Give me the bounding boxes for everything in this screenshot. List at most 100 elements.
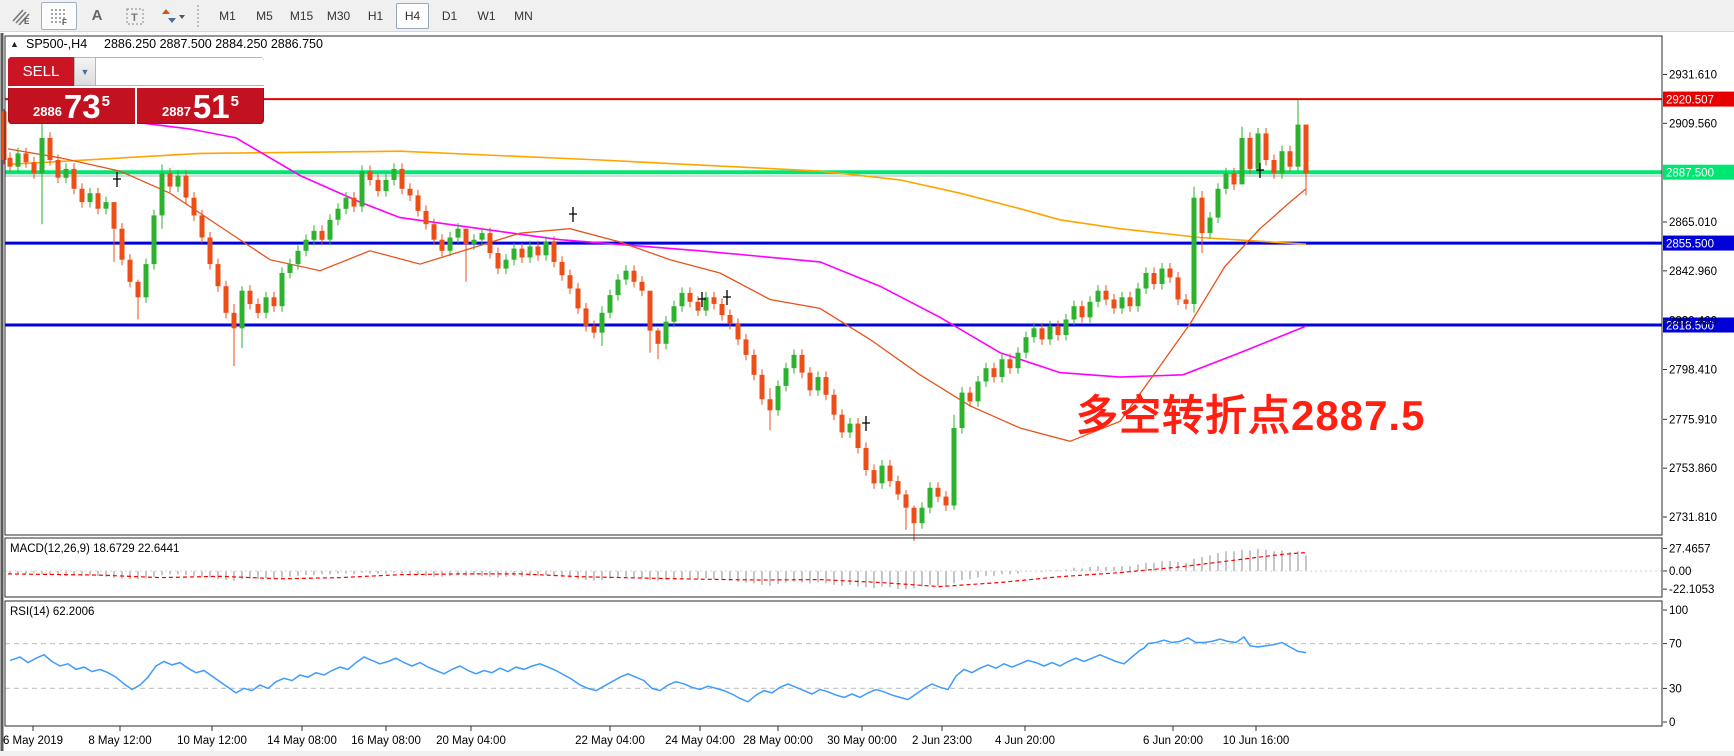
arrows-icon[interactable] bbox=[155, 2, 191, 30]
timeframe-h4[interactable]: H4 bbox=[396, 2, 429, 29]
sell-button[interactable]: SELL bbox=[8, 57, 74, 86]
timeframe-m5[interactable]: M5 bbox=[256, 8, 273, 23]
price-tag-label: 2855.500 bbox=[1666, 239, 1714, 251]
timeframe-d1[interactable]: D1 bbox=[441, 8, 458, 23]
candle bbox=[839, 414, 845, 433]
timeframe-m15[interactable]: M15 bbox=[289, 8, 314, 23]
candle bbox=[959, 392, 965, 428]
candle bbox=[399, 168, 405, 189]
sell-price-small: 2886 bbox=[33, 104, 62, 119]
main-plot-border bbox=[4, 35, 1663, 536]
timeframe-mn[interactable]: MN bbox=[514, 8, 533, 23]
rsi-line bbox=[9, 635, 1307, 703]
sell-price[interactable]: 2886 73 5 bbox=[8, 88, 137, 124]
candle bbox=[663, 321, 669, 344]
candle bbox=[1167, 268, 1173, 278]
timeframe-w1[interactable]: W1 bbox=[477, 8, 496, 23]
price-tag[interactable] bbox=[1663, 91, 1734, 107]
candle bbox=[1247, 137, 1253, 169]
candle bbox=[407, 188, 413, 196]
price-tag[interactable] bbox=[1663, 317, 1734, 333]
candle bbox=[1119, 297, 1125, 309]
doji-marker bbox=[862, 416, 870, 431]
candle bbox=[239, 290, 245, 329]
collapse-icon[interactable]: ▲ bbox=[10, 39, 19, 49]
one-click-trade-panel: SELL ▼ ▲ BUY 2886 73 5 2887 51 5 bbox=[8, 57, 264, 124]
candle bbox=[1151, 273, 1157, 285]
candle bbox=[783, 368, 789, 386]
y-axis-label: 2865.010 bbox=[1669, 217, 1717, 229]
rsi-axis-label: 100 bbox=[1669, 605, 1688, 617]
candle bbox=[823, 377, 829, 395]
candle bbox=[1039, 328, 1045, 340]
candle bbox=[791, 354, 797, 369]
text-icon[interactable]: A bbox=[79, 2, 115, 30]
candle bbox=[151, 215, 157, 265]
candle bbox=[135, 281, 141, 298]
candle bbox=[727, 315, 733, 324]
price-tag[interactable] bbox=[1663, 164, 1734, 180]
timeframe-m1[interactable]: M1 bbox=[219, 8, 236, 23]
candle bbox=[887, 465, 893, 482]
candle bbox=[287, 264, 293, 273]
volume-down-button[interactable]: ▼ bbox=[74, 57, 96, 86]
candle bbox=[1271, 160, 1277, 174]
price-tag-label: 2887.500 bbox=[1666, 168, 1714, 180]
y-axis-label: 2909.560 bbox=[1669, 118, 1717, 130]
buy-price[interactable]: 2887 51 5 bbox=[137, 88, 264, 124]
candle bbox=[1103, 290, 1109, 300]
draw-channel-icon[interactable]: E bbox=[3, 2, 39, 30]
buy-price-small: 2887 bbox=[162, 104, 191, 119]
volume-input[interactable] bbox=[96, 57, 264, 86]
candle bbox=[855, 423, 861, 448]
candle bbox=[335, 208, 341, 220]
candle bbox=[351, 197, 357, 207]
candle bbox=[535, 246, 541, 256]
timeframe-h1[interactable]: H1 bbox=[367, 8, 384, 23]
candle bbox=[607, 295, 613, 313]
textbox-icon[interactable]: T bbox=[117, 2, 153, 30]
buy-price-sup: 5 bbox=[230, 93, 239, 110]
candle bbox=[1287, 151, 1293, 167]
candle bbox=[599, 312, 605, 333]
candle bbox=[975, 381, 981, 402]
candle bbox=[743, 339, 749, 355]
candle bbox=[671, 306, 677, 322]
timeframe-m30[interactable]: M30 bbox=[326, 8, 351, 23]
candle bbox=[567, 275, 573, 289]
macd-axis-label: 0.00 bbox=[1669, 566, 1691, 578]
candle bbox=[519, 248, 525, 258]
candle bbox=[183, 175, 189, 198]
y-axis-label: 2931.610 bbox=[1669, 70, 1717, 82]
y-axis-label: 2798.410 bbox=[1669, 364, 1717, 376]
ma-red-line bbox=[7, 148, 1307, 442]
candle bbox=[79, 188, 85, 203]
rsi-panel-border bbox=[4, 600, 1663, 727]
candle bbox=[1279, 151, 1285, 174]
candle bbox=[719, 304, 725, 316]
candle bbox=[591, 326, 597, 333]
svg-text:E: E bbox=[24, 17, 30, 25]
candle bbox=[47, 137, 53, 160]
time-axis-label: 16 May 08:00 bbox=[351, 735, 421, 747]
time-axis-label: 4 Jun 20:00 bbox=[995, 735, 1055, 747]
candle bbox=[927, 487, 933, 508]
svg-text:T: T bbox=[131, 12, 138, 24]
y-axis-label: 2753.860 bbox=[1669, 463, 1717, 475]
ma-magenta-line bbox=[7, 99, 1307, 378]
fibonacci-icon[interactable]: F bbox=[41, 1, 77, 30]
candle bbox=[527, 246, 533, 258]
candle bbox=[479, 233, 485, 240]
candle bbox=[383, 179, 389, 191]
rsi-axis-label: 70 bbox=[1669, 639, 1682, 651]
rsi-axis-label: 0 bbox=[1669, 717, 1675, 729]
candle bbox=[815, 377, 821, 391]
candle bbox=[343, 197, 349, 209]
time-axis-label: 22 May 04:00 bbox=[575, 735, 645, 747]
svg-text:F: F bbox=[62, 18, 67, 25]
candle bbox=[687, 292, 693, 302]
macd-axis-label: 27.4657 bbox=[1669, 543, 1711, 555]
ma-orange-line bbox=[7, 150, 1307, 245]
price-tag[interactable] bbox=[1663, 235, 1734, 251]
